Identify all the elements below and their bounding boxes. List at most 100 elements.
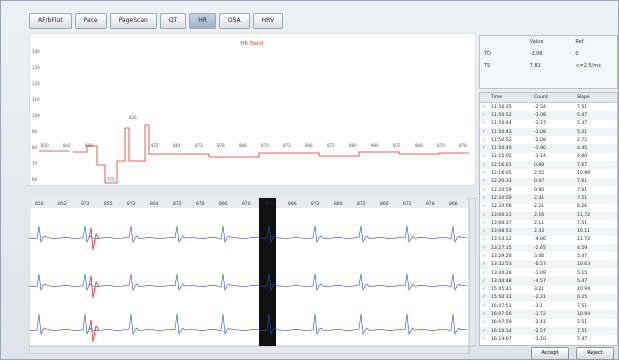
- checkbox[interactable]: ✓: [482, 146, 486, 152]
- cell: 13:44:26: [491, 270, 512, 276]
- list-row: ✓ 15:50:31 -2.21 6.25: [480, 293, 617, 303]
- checkbox[interactable]: ✓: [482, 295, 486, 301]
- trend-label: 880: [349, 143, 357, 148]
- artifact: [88, 319, 100, 343]
- checkbox[interactable]: ✓: [482, 121, 486, 127]
- checkbox[interactable]: ✓: [482, 162, 486, 168]
- checkbox[interactable]: ✓: [482, 220, 486, 226]
- cell: 7.81: [529, 63, 541, 69]
- cell: 13:29:26: [491, 253, 512, 259]
- checkbox[interactable]: ✓: [482, 187, 486, 193]
- checkbox[interactable]: ✓: [482, 195, 486, 201]
- list-row: ✓ 11:50:52 -2.08 2.72: [480, 136, 617, 144]
- y-tick-label: 140: [32, 49, 40, 54]
- cell: -4.57: [534, 278, 546, 284]
- y-tick-label: 60: [32, 177, 38, 182]
- cell: 13:14:12: [491, 237, 512, 243]
- beat-label: 880: [334, 201, 343, 207]
- trend-label: 890: [371, 143, 379, 148]
- tab[interactable]: HRV: [252, 13, 284, 29]
- list-row: ✓ 12:15:02 -1.14 4.60: [480, 153, 617, 161]
- checkbox[interactable]: ✓: [482, 262, 486, 268]
- button[interactable]: Accept: [531, 347, 569, 360]
- cell: 7.51: [577, 220, 588, 226]
- cell: -0.57: [534, 262, 546, 268]
- beat-label: 872: [311, 201, 320, 207]
- cell: 16:07:56: [491, 312, 512, 318]
- checkbox[interactable]: ✓: [482, 137, 486, 143]
- list-row: ✓ 13:44:48 -4.57 5.47: [480, 277, 617, 286]
- ecg-trace: [29, 225, 468, 244]
- checkbox[interactable]: ✓: [482, 104, 486, 110]
- cell: 15:45:41: [491, 287, 512, 293]
- checkbox[interactable]: ✓: [482, 179, 486, 185]
- trend-label: 866: [239, 143, 247, 148]
- checkbox[interactable]: ✓: [482, 229, 486, 235]
- checkbox[interactable]: ✓: [482, 278, 486, 284]
- button[interactable]: Reject: [576, 347, 614, 360]
- checkbox[interactable]: ✓: [482, 112, 486, 118]
- cell: 16:07:51: [491, 303, 512, 309]
- header-cell: Value: [529, 39, 544, 45]
- summary-row: TO -2.06 0: [480, 48, 617, 60]
- checkbox[interactable]: ✓: [482, 253, 486, 259]
- trend-label: 872: [327, 143, 335, 148]
- ecg-trace: [29, 313, 468, 336]
- checkbox[interactable]: ✓: [482, 303, 486, 309]
- checkbox[interactable]: ✓: [482, 129, 486, 135]
- cell: 7.47: [577, 336, 588, 342]
- cell: 11:50:52: [491, 112, 512, 118]
- trend-label: 866: [415, 143, 423, 148]
- checkbox[interactable]: ✓: [482, 312, 486, 318]
- checkbox[interactable]: ✓: [482, 336, 486, 342]
- cell: 7.51: [577, 104, 588, 110]
- list-row: ✓ 11:50:35 -2.54 7.51: [480, 103, 617, 111]
- tab[interactable]: OSA: [218, 13, 250, 29]
- cell: 10.99: [577, 171, 591, 177]
- tab[interactable]: Pace: [74, 13, 107, 29]
- cell: 2.41: [534, 195, 545, 201]
- beat-label: 866: [219, 201, 228, 207]
- header-cell: Ref.: [575, 39, 585, 45]
- cell: 4.60: [577, 154, 588, 160]
- beat-label: 872: [173, 201, 182, 207]
- cell: 12:16:05: [491, 171, 512, 177]
- checkbox[interactable]: ✓: [482, 204, 486, 210]
- cell: 10.94: [577, 312, 591, 318]
- beat-label: 872: [403, 201, 412, 207]
- beat-label: 872: [81, 201, 90, 207]
- checkbox[interactable]: ✓: [482, 237, 486, 243]
- cell: 0.47: [534, 179, 545, 185]
- checkbox[interactable]: ✓: [482, 320, 486, 326]
- header-cell: Time: [491, 95, 503, 100]
- checkbox[interactable]: ✓: [482, 154, 486, 160]
- list-row: ✓ 11:50:49 -1.96 4.45: [480, 144, 617, 153]
- checkbox[interactable]: ✓: [482, 245, 486, 251]
- artifact: [88, 275, 100, 299]
- beat-label: 866: [449, 201, 458, 207]
- y-tick-label: 80: [32, 145, 38, 150]
- cell: 12:20:59: [491, 187, 512, 193]
- cell: -3.08: [534, 129, 546, 135]
- checkbox[interactable]: ✓: [482, 287, 486, 293]
- trend-label: 870: [261, 143, 269, 148]
- checkbox[interactable]: ✓: [482, 270, 486, 276]
- list-row: ✓ 12:20:06 2.21 6.26: [480, 203, 617, 211]
- cell: 12:16:01: [491, 162, 512, 168]
- cell: 7.51: [577, 303, 588, 309]
- cell: -1.10: [534, 336, 546, 342]
- tab[interactable]: HR: [189, 13, 216, 29]
- beat-label: 878: [196, 201, 205, 207]
- checkbox[interactable]: ✓: [482, 328, 486, 334]
- y-tick-label: 100: [32, 113, 40, 118]
- trend-label: 872: [151, 143, 159, 148]
- tab[interactable]: PageScan: [109, 13, 157, 29]
- cell: 2.16: [534, 212, 545, 218]
- cell: 5.21: [577, 129, 588, 135]
- checkbox[interactable]: ✓: [482, 212, 486, 218]
- trend-label: 842: [63, 143, 71, 148]
- checkbox[interactable]: ✓: [482, 171, 486, 177]
- tab[interactable]: QT: [159, 13, 187, 29]
- cell: -2.57: [534, 328, 546, 334]
- tab[interactable]: AF/bFlut: [29, 13, 72, 29]
